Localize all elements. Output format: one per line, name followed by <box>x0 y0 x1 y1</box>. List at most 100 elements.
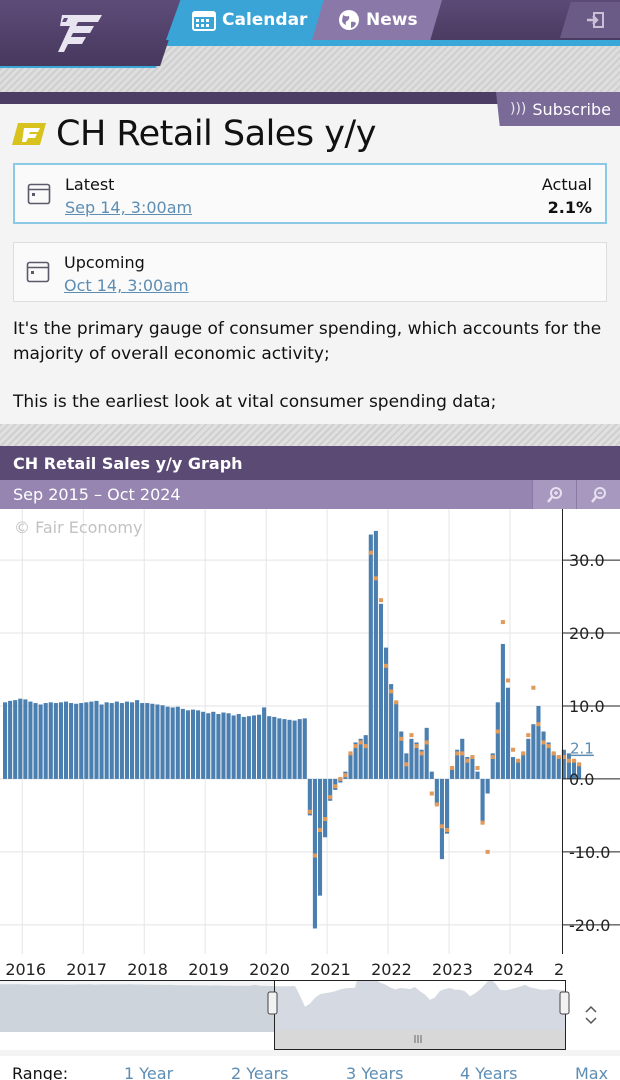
x-tick-label: 2016 <box>5 960 46 979</box>
data-bar <box>160 705 165 779</box>
data-bar <box>272 716 277 779</box>
upcoming-date-link[interactable]: Oct 14, 3:00am <box>64 276 189 295</box>
graph-title-text: CH Retail Sales y/y Graph <box>13 453 243 473</box>
forecast-marker <box>307 809 312 814</box>
data-bar <box>378 603 384 779</box>
zoom-in-icon <box>546 486 562 503</box>
tab-calendar[interactable]: Calendar <box>166 0 326 40</box>
data-bar <box>358 738 363 779</box>
data-bar <box>74 703 79 779</box>
data-bar <box>69 703 74 779</box>
subscribe-button[interactable]: ))) Subscribe <box>496 92 620 126</box>
forecast-marker <box>378 598 384 603</box>
forecast-marker <box>475 765 480 770</box>
data-bar <box>257 714 262 779</box>
forecast-marker <box>495 729 500 734</box>
tab-news[interactable]: News <box>312 0 442 40</box>
data-bar <box>409 738 414 779</box>
data-bar <box>246 716 251 779</box>
range-option-3-years[interactable]: 3 Years <box>346 1064 404 1080</box>
data-bar <box>99 704 104 779</box>
forecast-marker <box>546 744 551 749</box>
data-bar <box>556 757 561 779</box>
data-bar <box>389 684 394 779</box>
data-bar <box>170 707 175 779</box>
data-bar <box>180 708 185 779</box>
data-bar <box>536 705 541 779</box>
range-option-1-year[interactable]: 1 Year <box>124 1064 174 1080</box>
zoom-out-button[interactable] <box>576 480 620 509</box>
range-option-max[interactable]: Max <box>575 1064 609 1080</box>
forecast-marker <box>394 700 399 705</box>
chart-canvas: 30.0 20.0 10.0 0.0 -10.0 -20.0 2.1 2016 2017 2018… <box>0 509 620 979</box>
forecast-marker <box>551 751 556 756</box>
data-bar <box>465 757 470 779</box>
data-bar <box>165 706 170 779</box>
forecast-marker <box>414 744 419 749</box>
data-bar <box>145 703 150 779</box>
data-bar <box>267 716 272 779</box>
chart-navigator[interactable] <box>0 967 620 1050</box>
data-bar <box>323 778 328 838</box>
logout-button[interactable] <box>560 2 620 38</box>
data-bar <box>124 701 130 779</box>
data-bar <box>216 713 221 779</box>
data-bar <box>277 718 282 779</box>
actual-label: Actual <box>541 175 592 194</box>
data-bar <box>33 703 38 779</box>
data-bar <box>450 767 455 779</box>
range-option-2-years[interactable]: 2 Years <box>231 1064 289 1080</box>
data-bar <box>109 703 114 779</box>
logo-icon <box>58 15 102 52</box>
data-bar <box>317 778 323 896</box>
range-option-4-years[interactable]: 4 Years <box>460 1064 518 1080</box>
retail-sales-chart[interactable]: 30.0 20.0 10.0 0.0 -10.0 -20.0 2.1 2016 2017 2018… <box>0 509 620 984</box>
data-bar <box>394 702 399 779</box>
forecast-marker <box>328 795 333 800</box>
forecast-marker <box>465 758 470 763</box>
data-bar <box>363 735 368 779</box>
data-bar <box>571 760 577 779</box>
data-bar <box>262 707 267 779</box>
graph-date-range-text: Sep 2015 – Oct 2024 <box>13 485 181 504</box>
latest-date-link[interactable]: Sep 14, 3:00am <box>65 198 193 217</box>
data-bar <box>505 687 511 779</box>
forecast-marker <box>358 740 363 745</box>
forecast-marker <box>577 762 582 767</box>
data-bar <box>434 778 439 805</box>
data-bar <box>211 711 216 779</box>
graph-title: CH Retail Sales y/y Graph <box>0 446 620 480</box>
forecast-marker <box>389 689 394 694</box>
forecast-marker <box>312 853 317 858</box>
data-bar <box>444 778 450 834</box>
y-tick-label: 10.0 <box>569 697 605 716</box>
section-divider <box>0 424 620 446</box>
data-bar <box>511 757 516 779</box>
y-tick-label: -20.0 <box>569 916 610 935</box>
data-bar <box>541 731 546 779</box>
site-logo[interactable] <box>0 0 182 66</box>
data-bar <box>38 704 43 779</box>
forecast-marker <box>373 576 378 581</box>
zoom-in-button[interactable] <box>532 480 576 509</box>
data-bar <box>424 727 429 779</box>
event-header: CH Retail Sales y/y <box>12 114 376 154</box>
range-label: Range: <box>12 1064 69 1080</box>
data-bar <box>119 703 124 779</box>
data-bar <box>384 647 389 779</box>
data-bar <box>526 738 531 779</box>
zoom-out-icon <box>590 486 606 503</box>
navigator-scrollbar <box>275 1030 565 1049</box>
data-bar <box>94 700 99 779</box>
page-title: CH Retail Sales y/y <box>56 114 376 154</box>
data-bar <box>251 715 257 779</box>
y-tick-label: 0.0 <box>569 770 594 789</box>
x-tick-label: 2024 <box>493 960 534 979</box>
data-bar <box>282 719 287 779</box>
forecast-marker <box>429 791 434 796</box>
tab-news-label: News <box>366 10 418 30</box>
scrollbar-grip-icon <box>414 1035 422 1043</box>
x-tick-label: 2023 <box>432 960 473 979</box>
data-bar <box>185 710 190 779</box>
data-bar <box>521 753 526 779</box>
